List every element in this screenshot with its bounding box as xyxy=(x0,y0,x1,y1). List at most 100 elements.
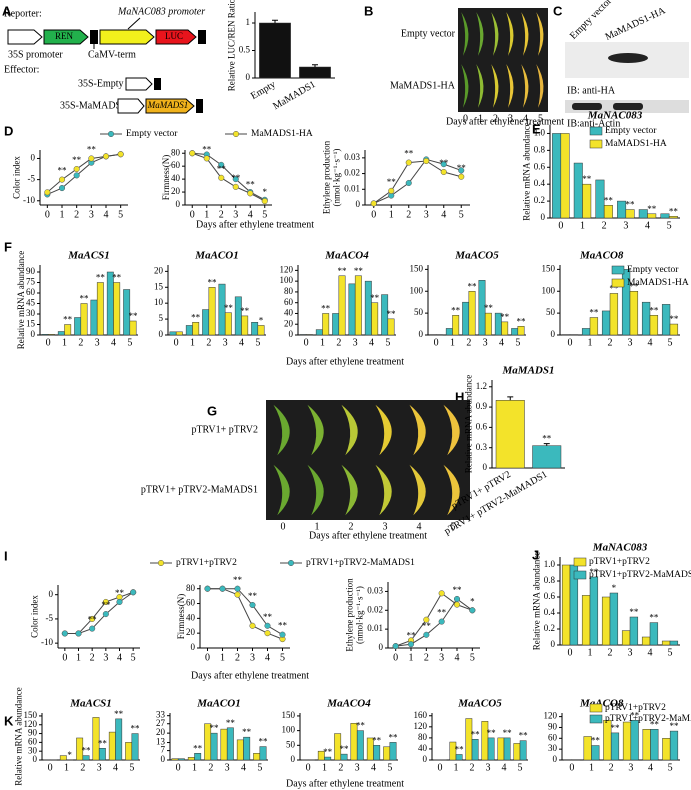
x-tick-label: 3 xyxy=(355,762,360,773)
bar xyxy=(64,324,72,336)
legend-label: Empty vector xyxy=(126,129,178,139)
bar xyxy=(495,400,525,469)
significance: ** xyxy=(471,729,481,739)
x-tick-label: 2 xyxy=(608,337,613,348)
bar xyxy=(96,282,104,336)
x-tick-label: 4 xyxy=(371,762,376,773)
y-tick-label: 1 xyxy=(246,17,251,27)
y-tick-label: 0 xyxy=(553,754,558,764)
banana xyxy=(273,464,290,516)
significance: ** xyxy=(604,195,614,205)
significance: ** xyxy=(451,305,461,315)
day-label: 1 xyxy=(478,113,483,124)
bar xyxy=(41,334,49,336)
error-bar xyxy=(312,64,318,67)
bar xyxy=(589,317,599,336)
significance: ** xyxy=(629,607,639,617)
bar xyxy=(383,746,391,761)
x-tick-label: 3 xyxy=(353,337,358,348)
y-tick-label: 20 xyxy=(156,727,166,737)
luc-label: LUC xyxy=(165,31,183,41)
y-tick-label: 0 xyxy=(159,329,164,339)
bar xyxy=(115,718,123,761)
x-tick-label: 2 xyxy=(609,762,614,773)
promoter-label: MaNAC083 promoter xyxy=(117,6,205,17)
y-tick-label: 0 xyxy=(191,642,196,652)
y-tick-label: 0 xyxy=(423,754,428,764)
bar xyxy=(497,737,505,761)
banana xyxy=(307,404,324,456)
data-point xyxy=(264,630,271,637)
y-tick-label: 40 xyxy=(186,612,196,622)
x-tick-label: 0 xyxy=(62,652,67,663)
bar xyxy=(208,287,216,336)
bar xyxy=(131,733,139,761)
y-tick-label: 0.2 xyxy=(534,195,545,205)
bar xyxy=(661,304,671,336)
blot-band xyxy=(613,103,643,110)
legend-swatch xyxy=(589,126,603,136)
x-tick-label: 0 xyxy=(568,647,573,658)
bar xyxy=(92,717,100,761)
x-tick-label: 4 xyxy=(648,762,653,773)
y-tick-label: 0 xyxy=(356,199,361,209)
bar xyxy=(257,325,265,336)
significance: ** xyxy=(589,567,599,577)
bar xyxy=(662,738,671,761)
y-axis-label: Relative LUC/REN Ratio xyxy=(226,0,236,91)
bar xyxy=(236,739,244,761)
y-tick-label: 40 xyxy=(171,173,181,183)
legend-label: MaMADS1-HA xyxy=(627,278,689,288)
x-tick-label: 1 xyxy=(76,652,81,663)
significance: ** xyxy=(519,731,529,741)
significance: ** xyxy=(321,304,331,314)
y-tick-label: 0 xyxy=(31,329,36,339)
banana xyxy=(506,64,514,108)
data-point xyxy=(423,631,430,638)
bar xyxy=(169,331,177,336)
x-axis-label: Days after ethylene treatment xyxy=(286,356,404,367)
legend-swatch xyxy=(573,557,587,567)
bar xyxy=(177,758,185,761)
chart-title: MaACO5 xyxy=(454,250,499,262)
x-tick-label: 0 xyxy=(306,762,311,773)
bar xyxy=(647,213,657,219)
y-axis-label: Relative mRNA abundance xyxy=(531,552,541,650)
data-point xyxy=(232,176,239,183)
bar xyxy=(259,746,267,761)
data-point xyxy=(58,176,66,183)
y-tick-label: 0 xyxy=(291,754,296,764)
bar xyxy=(315,329,323,336)
bar xyxy=(381,294,389,336)
y-tick-label: 33 xyxy=(156,710,166,720)
bar xyxy=(501,321,509,336)
y-tick-label: 0.9 xyxy=(476,401,488,411)
day-label: 3 xyxy=(383,521,388,532)
bar xyxy=(194,753,202,761)
x-tick-label: 4 xyxy=(455,652,460,663)
y-tick-label: 1.0 xyxy=(534,128,546,138)
significance: ** xyxy=(484,303,494,313)
x-tick-label: 2 xyxy=(608,647,613,658)
y-axis-label: Firmness(N) xyxy=(161,155,171,201)
banana xyxy=(341,404,358,456)
day-label: 0 xyxy=(281,521,286,532)
banana xyxy=(273,404,290,456)
significance: ** xyxy=(259,737,269,747)
y-tick-label: 7 xyxy=(161,745,166,755)
x-tick-label: 2 xyxy=(80,762,85,773)
data-point xyxy=(73,165,80,173)
bar xyxy=(259,22,291,79)
x-axis-label: Days after ethylene treatment xyxy=(196,219,314,230)
y-tick-label: 5 xyxy=(159,313,164,323)
significance: ** xyxy=(356,721,366,731)
row-label: MaMADS1-HA xyxy=(390,80,456,91)
bar xyxy=(113,282,121,336)
series-line xyxy=(64,591,134,634)
x-tick-label: 4 xyxy=(499,337,504,348)
x-tick-label: 3 xyxy=(483,337,488,348)
y-tick-label: 150 xyxy=(282,710,296,720)
y-tick-label: 0.6 xyxy=(534,161,546,171)
x-tick-label: 3 xyxy=(424,209,429,220)
significance: ** xyxy=(670,721,680,731)
